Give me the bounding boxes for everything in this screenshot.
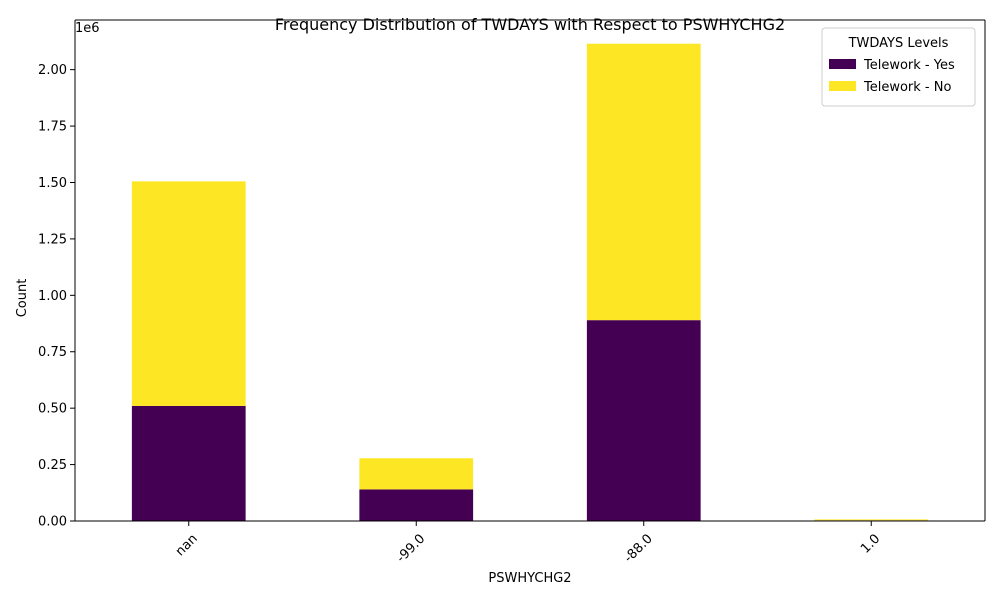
y-tick-label: 0.75 [38, 345, 67, 360]
y-tick-label: 1.75 [38, 120, 67, 135]
axes-layer: 0.00 0.25 0.50 0.75 1.00 1.25 1.50 1.75 2.00 nan -… [38, 19, 986, 566]
y-tick-label: 0.50 [38, 402, 67, 417]
legend-swatch-yes [829, 59, 856, 69]
legend-label-yes: Telework - Yes [863, 58, 955, 73]
y-tick-label: 1.00 [38, 289, 67, 304]
x-tick-label: 1.0 [858, 531, 883, 556]
legend-label-no: Telework - No [863, 80, 951, 95]
bar-no-3 [814, 519, 929, 521]
x-tick-label: -99.0 [394, 531, 428, 565]
bar-yes-0 [131, 405, 246, 521]
y-tick-label: 0.25 [38, 458, 67, 473]
legend-swatch-no [829, 81, 856, 91]
y-tick-label: 0.00 [38, 515, 67, 530]
y-tick-label: 1.25 [38, 232, 67, 247]
x-axis-label: PSWHYCHG2 [488, 571, 571, 586]
y-axis-label: Count [15, 279, 30, 318]
bar-yes-2 [586, 320, 701, 521]
bar-no-1 [359, 458, 474, 490]
x-tick-label: -88.0 [621, 531, 655, 565]
bars-layer [131, 43, 929, 521]
bar-no-0 [131, 181, 246, 406]
y-tick-label: 1.50 [38, 176, 67, 191]
y-tick-label: 2.00 [38, 63, 67, 78]
bar-yes-1 [359, 489, 474, 521]
legend: TWDAYS Levels Telework - Yes Telework - No [821, 27, 976, 107]
legend-box [821, 27, 976, 107]
x-tick-label: nan [173, 531, 201, 559]
chart-title: Frequency Distribution of TWDAYS with Re… [275, 15, 785, 34]
legend-title: TWDAYS Levels [848, 36, 949, 51]
y-offset-label: 1e6 [75, 21, 100, 36]
bar-no-2 [586, 43, 701, 321]
